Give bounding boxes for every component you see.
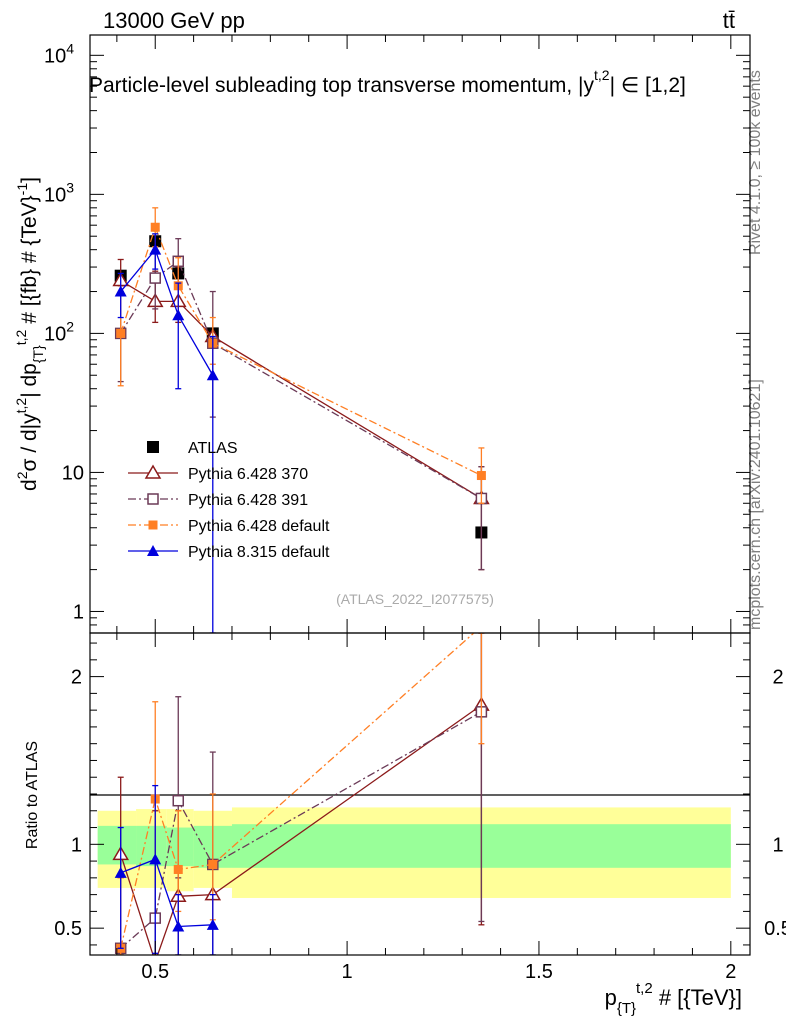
main-y-tick-label: 1: [73, 601, 84, 623]
main-series-4: [114, 233, 219, 633]
main-data-point: [149, 243, 162, 255]
main-series-clip: [112, 207, 490, 633]
legend-marker: [147, 545, 159, 556]
ratio-data-point: [114, 866, 127, 878]
legend-item: Pythia 6.428 370: [128, 464, 308, 483]
main-y-tick-label: 10: [62, 462, 84, 484]
legend-marker: [144, 464, 162, 479]
plot-title-text: Particle-level subleading top transverse…: [89, 74, 595, 97]
y-axis-label: d2σ / d|yt,2| dp{T}t,2 # [{fb} # {TeV}-1…: [13, 177, 46, 491]
ratio-y-tick-label-left: 0.5: [54, 918, 82, 940]
main-y-tick-label-base: 10: [62, 462, 84, 484]
ratio-panel: 0.5 0.5 1 1 2 2 0.5 1 1.5 2 Ratio to ATLAS p{T}t,…: [24, 632, 786, 1017]
main-y-tick-label-exp: 3: [66, 179, 74, 195]
legend-label: ATLAS: [188, 440, 238, 457]
ratio-y-tick-label-left: 1: [71, 834, 82, 856]
ratio-series-0: [112, 633, 490, 955]
legend-label: Pythia 8.315 default: [188, 544, 330, 561]
main-series: [112, 207, 490, 633]
ratio-data-point: [172, 920, 185, 932]
ratio-series-clip: [112, 633, 490, 955]
main-data-point: [206, 369, 219, 381]
ratio-series-line: [120, 858, 213, 928]
legend-label: Pythia 6.428 391: [188, 492, 308, 509]
main-data-point: [150, 222, 160, 232]
process-label: tt̄: [723, 8, 735, 33]
rivet-label: Rivet 4.1.0, ≥ 100k events: [747, 70, 764, 255]
legend-item: Pythia 6.428 391: [128, 492, 308, 509]
plot-title-sup: t,2: [594, 67, 610, 83]
legend-marker: [147, 493, 159, 505]
plot-title-tail: | ∈ [1,2]: [610, 74, 686, 97]
main-y-tick-label-base: 10: [44, 184, 66, 206]
ratio-bands: [97, 807, 731, 898]
main-series-line: [120, 260, 482, 500]
ratio-y-label: Ratio to ATLAS: [24, 741, 41, 849]
x-tick-label: 0.5: [141, 961, 169, 983]
x-tick-label: 1: [342, 961, 353, 983]
main-series-line: [120, 248, 214, 376]
ratio-y-tick-label-right: 2: [772, 667, 783, 689]
main-y-tick-label-exp: 4: [66, 40, 74, 56]
ratio-y-tick-label-left: 2: [71, 667, 82, 689]
x-axis-label: p{T}t,2 # [{TeV}]: [605, 980, 742, 1017]
mcplots-label: mcplots.cern.ch [arXiv:2401.10621]: [747, 379, 764, 630]
main-y-tick-label: 104: [44, 40, 74, 67]
main-y-tick-label-base: 10: [44, 323, 66, 345]
main-y-tick-label-exp: 2: [66, 318, 74, 334]
legend-label: Pythia 6.428 default: [188, 518, 330, 535]
main-data-point: [116, 328, 126, 338]
ratio-data-point: [149, 853, 162, 865]
ratio-data-point: [206, 918, 219, 930]
legend-item: Pythia 6.428 default: [128, 518, 330, 535]
ratio-data-point: [172, 794, 185, 807]
plot-title: Particle-level subleading top transverse…: [89, 67, 686, 97]
main-series-line: [120, 225, 482, 477]
ratio-band-green: [136, 825, 167, 867]
ratio-data-point: [173, 864, 183, 874]
legend-item: Pythia 8.315 default: [128, 544, 330, 561]
main-y-tick-label-base: 1: [73, 601, 84, 623]
ratio-data-point: [208, 859, 218, 869]
ratio-series: [112, 633, 490, 955]
energy-label: 13000 GeV pp: [103, 8, 245, 33]
ratio-frame: [89, 632, 751, 956]
main-series-3: [116, 207, 486, 504]
main-y-tick-label-base: 10: [44, 45, 66, 67]
legend-label: Pythia 6.428 370: [188, 466, 308, 483]
x-tick-label: 1.5: [525, 961, 553, 983]
main-data-point: [172, 309, 185, 321]
main-data-point: [114, 285, 127, 297]
legend-item: ATLAS: [147, 440, 238, 457]
main-data-point: [149, 272, 161, 284]
main-y-tick-label: 102: [44, 318, 74, 345]
ratio-y-tick-label-right: 1: [772, 834, 783, 856]
legend-marker: [148, 520, 158, 530]
main-data-point: [476, 471, 486, 481]
ratio-series-3: [114, 784, 219, 955]
main-y-tick-label: 103: [44, 179, 74, 206]
ratio-axis-ticks: 0.5 0.5 1 1 2 2 0.5 1 1.5 2: [54, 633, 786, 983]
watermark: (ATLAS_2022_I2077575): [336, 591, 494, 607]
x-tick-label: 2: [725, 961, 736, 983]
legend-marker: [147, 441, 159, 453]
ratio-y-tick-label-right: 0.5: [764, 918, 786, 940]
legend: ATLAS Pythia 6.428 370 Pythia 6.428 391 Pyt…: [128, 440, 330, 561]
